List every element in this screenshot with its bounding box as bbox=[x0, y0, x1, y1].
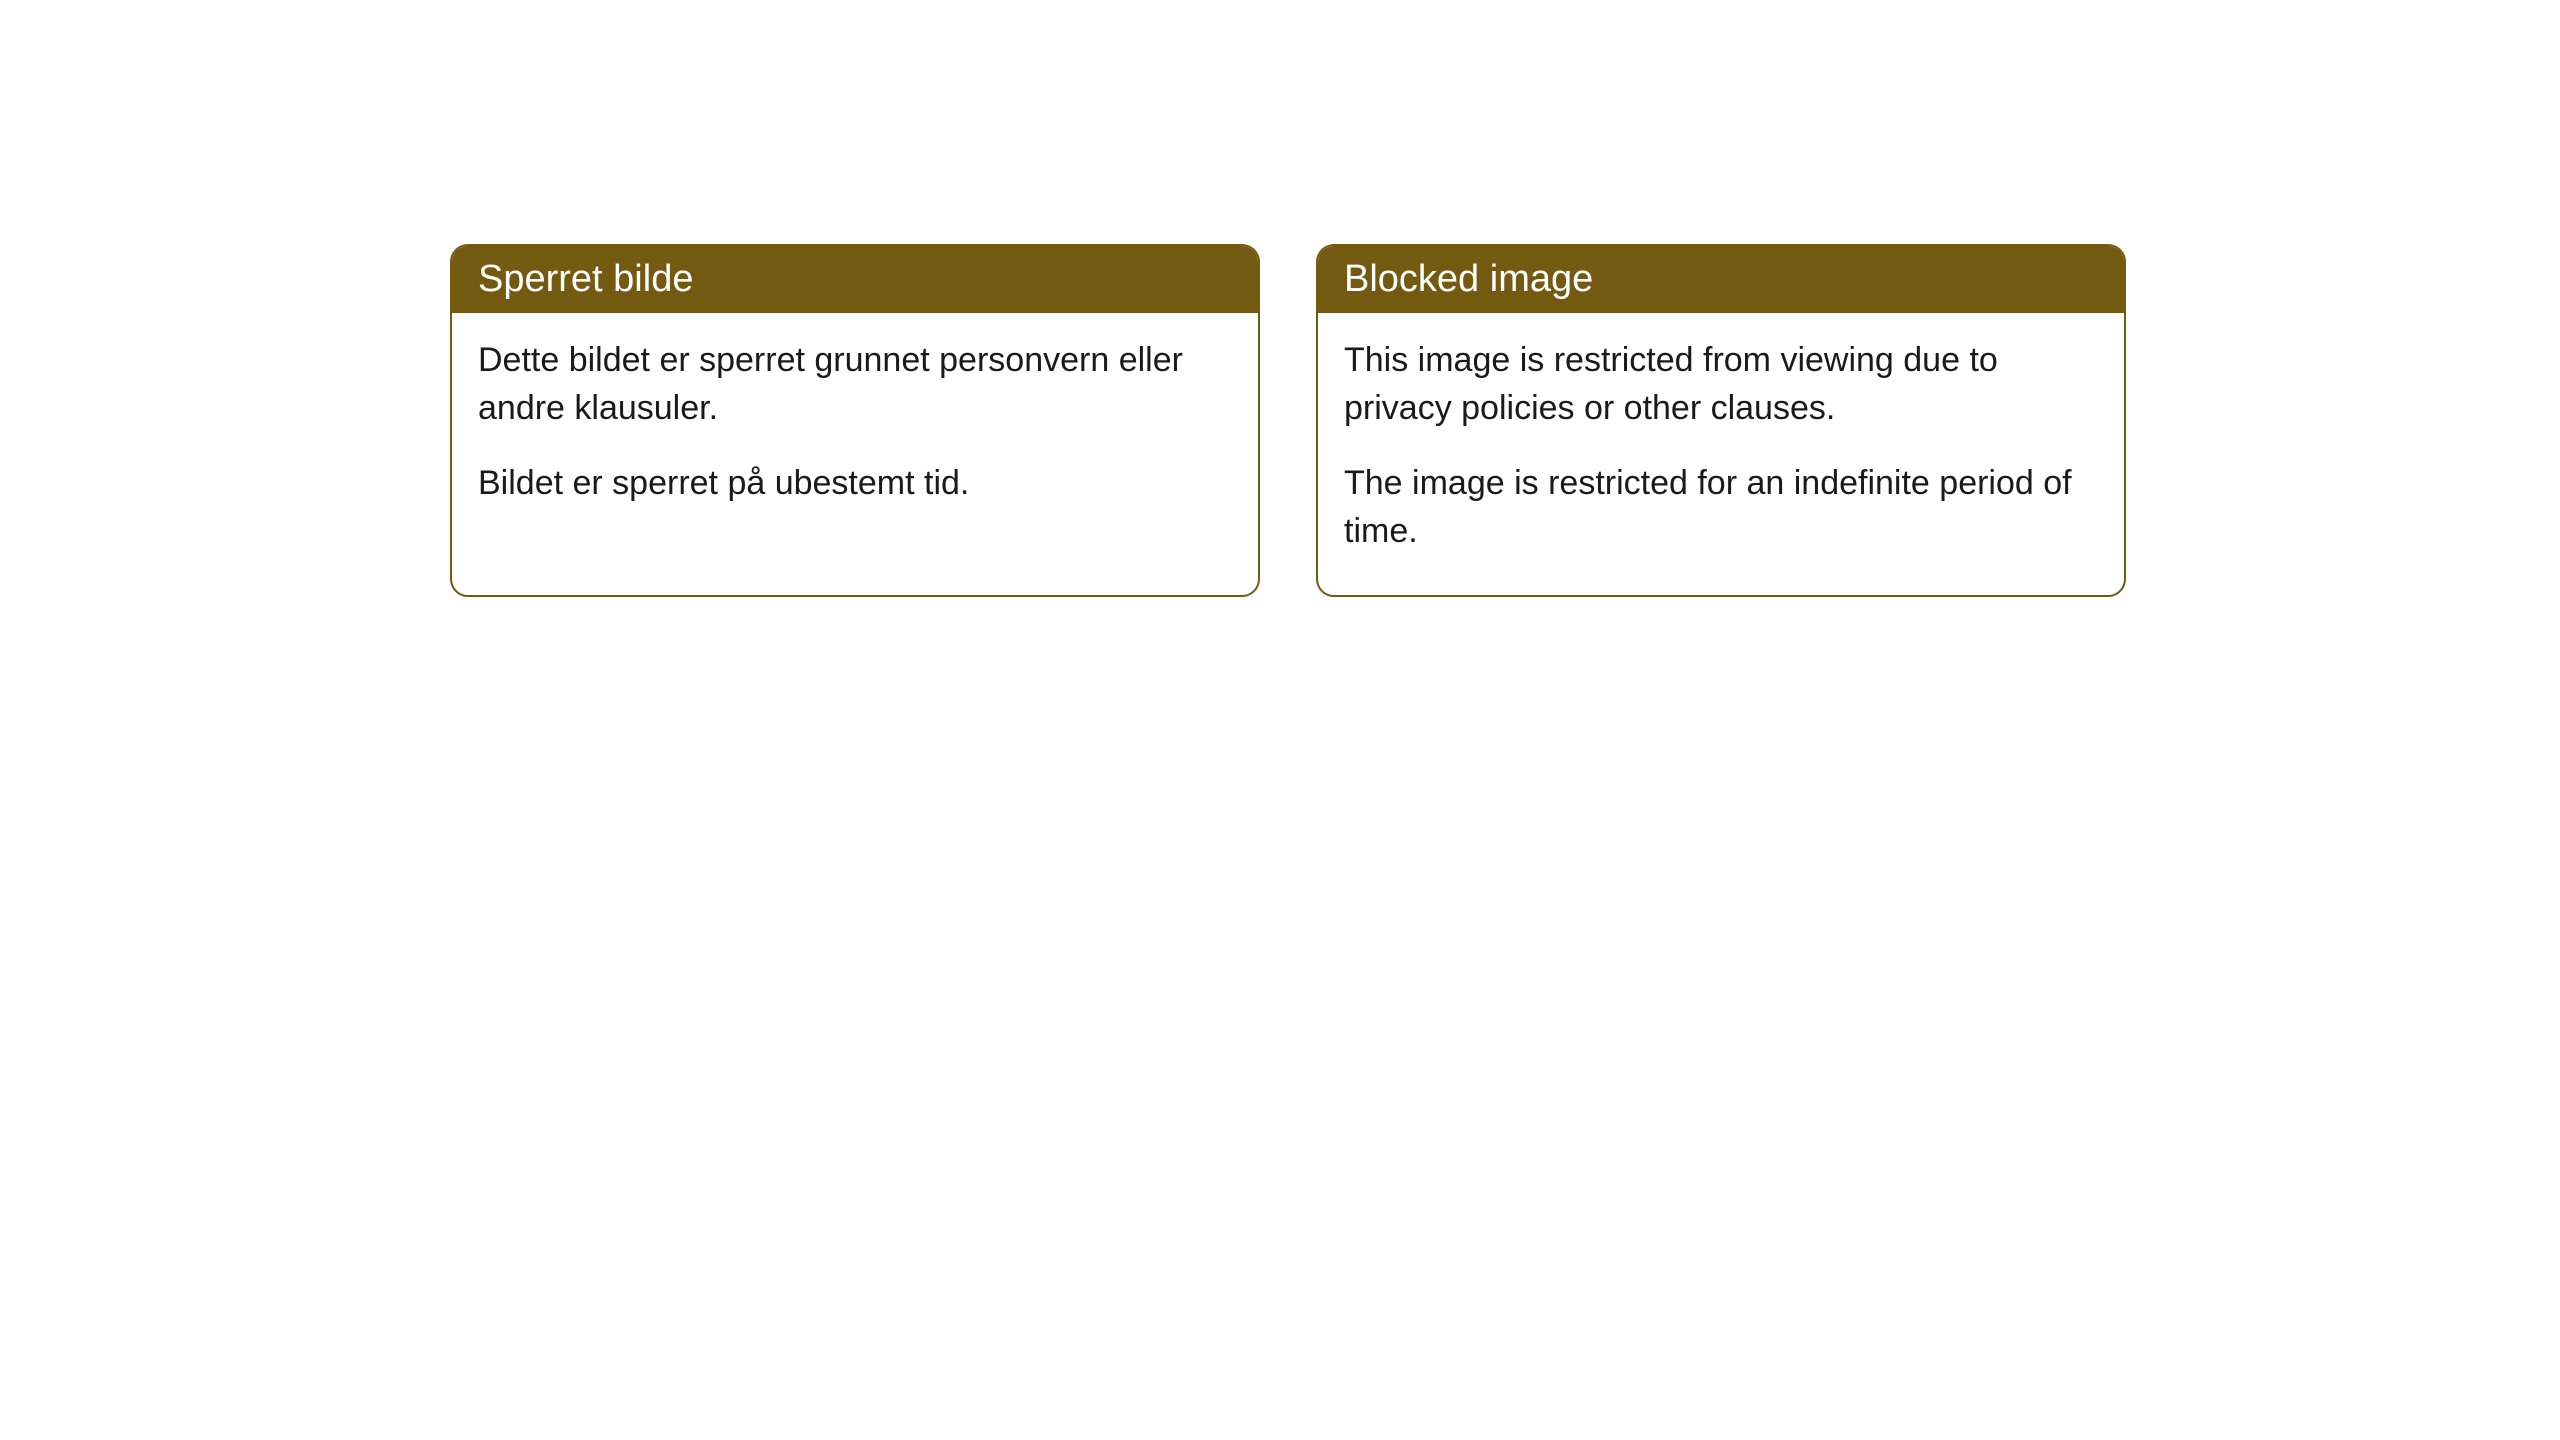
notice-card-norwegian: Sperret bilde Dette bildet er sperret gr… bbox=[450, 244, 1260, 597]
card-body: Dette bildet er sperret grunnet personve… bbox=[452, 313, 1258, 548]
notice-cards-container: Sperret bilde Dette bildet er sperret gr… bbox=[450, 244, 2126, 597]
notice-card-english: Blocked image This image is restricted f… bbox=[1316, 244, 2126, 597]
card-paragraph: Dette bildet er sperret grunnet personve… bbox=[478, 337, 1232, 432]
card-header: Blocked image bbox=[1318, 246, 2124, 313]
card-paragraph: The image is restricted for an indefinit… bbox=[1344, 460, 2098, 555]
card-header: Sperret bilde bbox=[452, 246, 1258, 313]
card-title: Blocked image bbox=[1344, 258, 1593, 300]
card-title: Sperret bilde bbox=[478, 258, 693, 300]
card-body: This image is restricted from viewing du… bbox=[1318, 313, 2124, 595]
card-paragraph: This image is restricted from viewing du… bbox=[1344, 337, 2098, 432]
card-paragraph: Bildet er sperret på ubestemt tid. bbox=[478, 460, 1232, 508]
